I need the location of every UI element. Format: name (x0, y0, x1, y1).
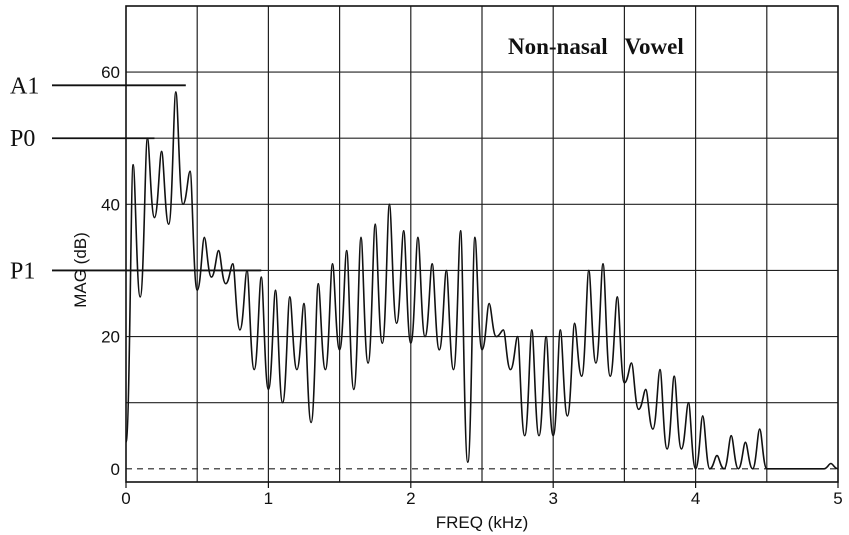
reference-label-a1: A1 (10, 73, 39, 99)
harmonic-peak-point (773, 468, 775, 470)
x-tick-label: 1 (264, 489, 273, 508)
harmonic-peak-point (374, 223, 376, 225)
y-tick-label: 40 (101, 195, 120, 214)
harmonic-peak-point (445, 269, 447, 272)
curve-layer (125, 91, 839, 470)
harmonic-peak-point (317, 283, 319, 285)
harmonic-peak-point (759, 428, 761, 430)
harmonic-peak-point (488, 302, 490, 305)
y-tick-label: 0 (111, 460, 120, 479)
harmonic-peak-point (431, 263, 433, 265)
plot-frame (125, 5, 839, 483)
harmonic-peak-point (687, 402, 690, 404)
harmonic-peak-point (203, 236, 205, 238)
harmonic-peak-point (588, 269, 590, 272)
x-tick-label: 0 (121, 489, 130, 508)
x-tick-label: 2 (406, 489, 415, 508)
x-axis-title: FREQ (kHz) (436, 513, 529, 532)
harmonic-peak-point (545, 335, 547, 338)
harmonic-peak-point (460, 230, 462, 232)
harmonic-peak-point (303, 302, 305, 305)
harmonic-peak-point (217, 250, 220, 252)
harmonic-peak-point (331, 263, 334, 265)
harmonic-peak-point (730, 435, 732, 437)
x-tick-label: 3 (548, 489, 557, 508)
x-tick-label: 5 (833, 489, 842, 508)
harmonic-peak-point (289, 296, 291, 298)
harmonic-peak-point (403, 230, 405, 232)
harmonic-peak-point (161, 150, 163, 153)
harmonic-peak-point (346, 250, 348, 252)
harmonic-peak-point (417, 236, 419, 238)
harmonic-peak-point (274, 289, 277, 291)
harmonic-peak-point (517, 335, 519, 338)
harmonic-peak-point (531, 329, 533, 331)
harmonic-peak-point (189, 170, 191, 172)
harmonic-peak-point (232, 263, 234, 265)
harmonic-peak-point (132, 164, 134, 166)
reference-label-p0: P0 (10, 126, 35, 152)
harmonic-peak-point (659, 369, 661, 371)
harmonic-peak-point (645, 388, 647, 391)
y-tick-label: 20 (101, 328, 120, 347)
harmonic-peak-point (474, 236, 476, 238)
harmonic-peak-point (673, 375, 675, 377)
harmonic-peak-point (716, 454, 718, 457)
harmonic-peak-point (559, 329, 561, 331)
plot-title: Non-nasal Vowel (508, 34, 684, 59)
grid-layer (126, 6, 838, 482)
harmonic-peak-point (573, 322, 576, 324)
harmonic-peak-point (616, 296, 618, 298)
x-tick-label: 4 (691, 489, 700, 508)
harmonic-peak-point (630, 362, 633, 364)
harmonic-peak-point (260, 276, 262, 278)
y-tick-label: 60 (101, 63, 120, 82)
harmonic-peak-point (744, 441, 747, 443)
reference-label-p1: P1 (10, 258, 35, 284)
tick-label-layer: 0 1 2 3 4 5 0 20 40 60 (101, 63, 843, 508)
harmonic-peak-point (388, 203, 391, 205)
harmonic-peak-point (702, 415, 704, 417)
y-axis-title: MAG (dB) (71, 232, 90, 308)
reference-line-layer: A1 P0 P1 (10, 73, 262, 284)
harmonic-peak-point (360, 236, 362, 238)
harmonic-peak-point (502, 329, 504, 331)
harmonic-peak-point (175, 91, 177, 93)
harmonic-peak-point (602, 263, 604, 265)
